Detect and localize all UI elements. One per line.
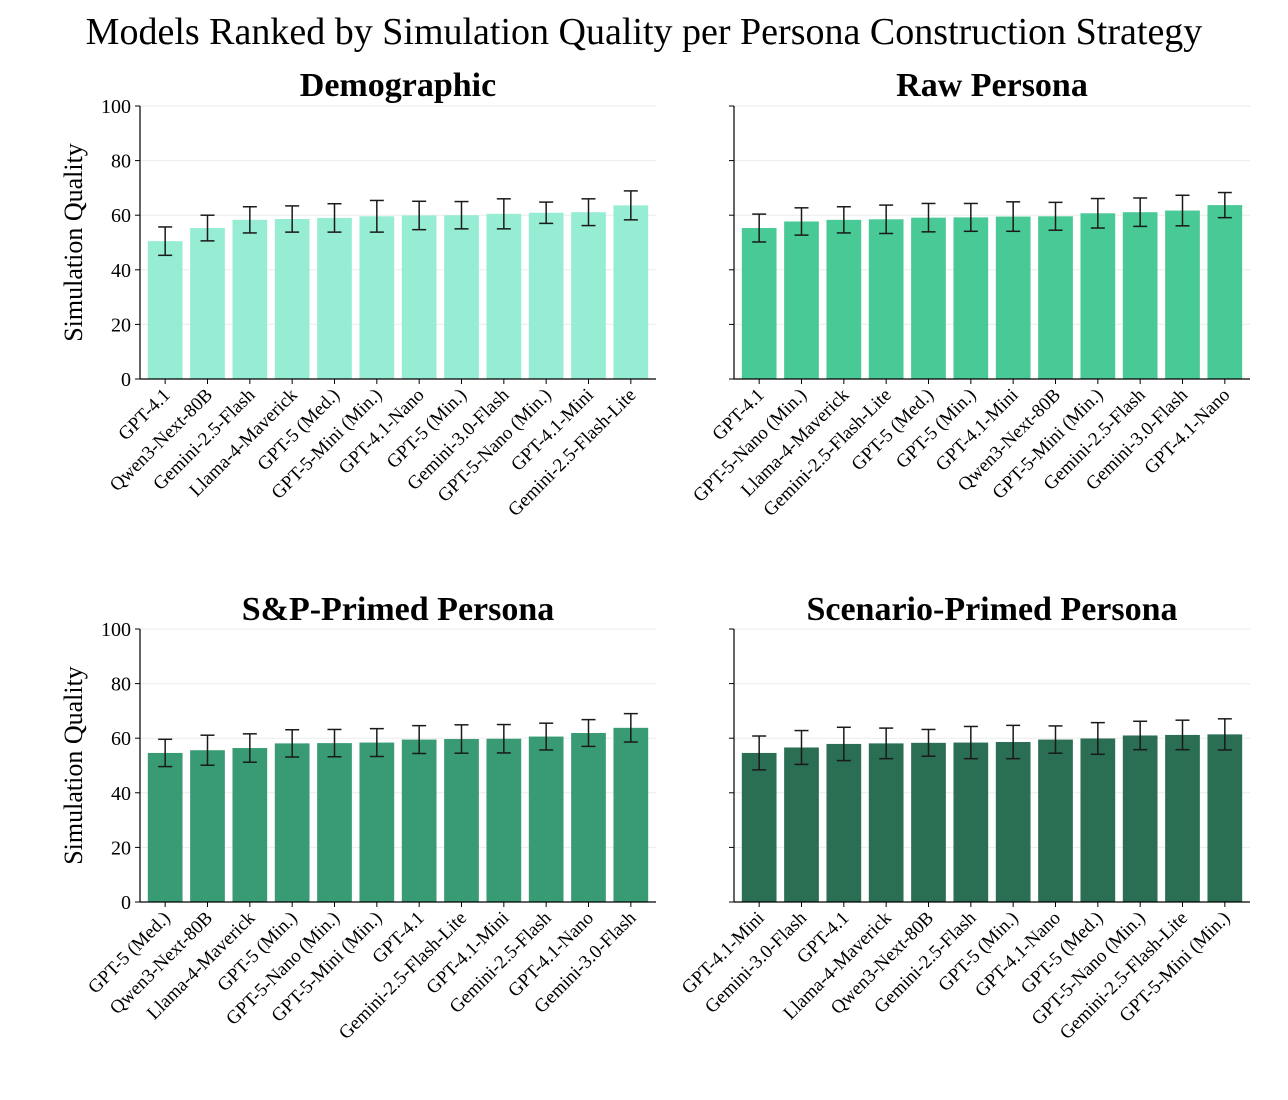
bar xyxy=(1122,735,1158,902)
bar xyxy=(528,736,564,902)
bar xyxy=(1207,734,1243,902)
bar xyxy=(995,742,1031,902)
bar xyxy=(911,217,946,379)
panel-title: Raw Persona xyxy=(896,67,1088,104)
bar xyxy=(868,743,904,902)
y-tick-label: 80 xyxy=(111,151,131,173)
bar xyxy=(232,219,268,379)
bar xyxy=(868,219,904,379)
bar xyxy=(401,739,437,902)
bar xyxy=(1165,734,1200,902)
bar xyxy=(911,742,946,902)
bar xyxy=(317,217,352,379)
bar xyxy=(571,733,606,902)
bar xyxy=(741,228,777,379)
bar xyxy=(1207,205,1243,379)
bar xyxy=(190,750,225,902)
bar xyxy=(359,216,395,379)
y-tick-label: 0 xyxy=(121,369,131,391)
bar xyxy=(486,213,522,379)
bar xyxy=(1038,739,1073,902)
y-tick-label: 20 xyxy=(111,837,131,859)
bar xyxy=(190,228,225,379)
bar xyxy=(741,752,777,902)
bar xyxy=(953,217,989,379)
bar xyxy=(571,212,606,379)
bar xyxy=(784,747,819,902)
bar xyxy=(528,212,564,379)
bar xyxy=(1122,212,1158,379)
bar xyxy=(953,742,989,902)
y-tick-label: 100 xyxy=(101,96,131,118)
bar xyxy=(147,241,183,379)
bar xyxy=(1038,216,1073,379)
bar xyxy=(317,743,352,902)
y-axis-title: Simulation Quality xyxy=(59,666,88,865)
bar xyxy=(784,221,819,379)
y-axis-title: Simulation Quality xyxy=(59,143,88,342)
y-tick-label: 40 xyxy=(111,783,131,805)
figure-title: Models Ranked by Simulation Quality per … xyxy=(85,11,1203,53)
bar xyxy=(486,738,522,902)
bar xyxy=(613,727,649,902)
y-tick-label: 100 xyxy=(101,619,131,641)
y-tick-label: 20 xyxy=(111,314,131,336)
panel-title: Demographic xyxy=(300,67,496,104)
bar xyxy=(232,748,268,902)
y-tick-label: 40 xyxy=(111,260,131,282)
panel-title: Scenario-Primed Persona xyxy=(806,591,1177,628)
bar xyxy=(1165,210,1200,379)
chart-panel-1: 020406080100GPT-4.1Qwen3-Next-80BGemini-… xyxy=(59,67,656,521)
bar xyxy=(274,219,310,379)
y-tick-label: 60 xyxy=(111,728,131,750)
y-tick-label: 80 xyxy=(111,674,131,696)
bar xyxy=(359,742,395,902)
bar xyxy=(274,743,310,902)
panel-title: S&P-Primed Persona xyxy=(242,591,555,628)
y-tick-label: 0 xyxy=(121,892,131,914)
y-tick-label: 60 xyxy=(111,205,131,227)
bar xyxy=(444,215,479,379)
bar xyxy=(444,739,479,902)
chart-panel-4: GPT-4.1-MiniGemini-3.0-FlashGPT-4.1Llama… xyxy=(678,591,1250,1044)
bar xyxy=(995,216,1031,379)
bar xyxy=(401,215,437,379)
bar xyxy=(826,743,862,902)
bar xyxy=(613,205,649,379)
bar xyxy=(1080,213,1116,379)
bar xyxy=(147,752,183,902)
bar xyxy=(826,219,862,379)
bar xyxy=(1080,738,1116,902)
